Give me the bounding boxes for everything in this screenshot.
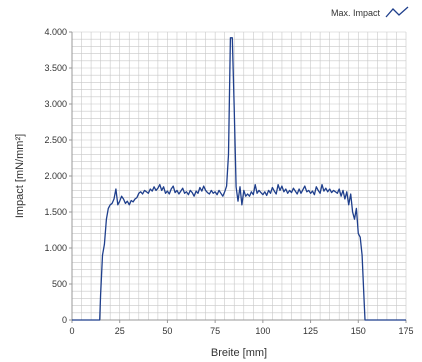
x-tick-label: 50	[162, 326, 172, 336]
series-lines	[72, 37, 406, 321]
y-tick-label: 2.000	[44, 171, 67, 181]
y-tick-label: 4.000	[44, 27, 67, 37]
x-tick-label: 150	[351, 326, 366, 336]
y-tick-label: 2.500	[44, 135, 67, 145]
x-tick-label: 100	[255, 326, 270, 336]
axes	[69, 31, 407, 323]
y-tick-label: 3.500	[44, 63, 67, 73]
tick-labels: 0 25 50 75 100 125 150 175 0 500 1.000 1.500 2.000 2.…	[44, 27, 413, 336]
zigzag-line-icon	[385, 6, 409, 18]
x-axis-title: Breite [mm]	[211, 347, 267, 359]
x-tick-label: 125	[303, 326, 318, 336]
grid	[71, 31, 407, 321]
x-tick-label: 75	[210, 326, 220, 336]
y-tick-label: 500	[52, 279, 67, 289]
y-axis-title: Impact [mN/mm²]	[14, 134, 26, 218]
series-line-max-impact	[72, 37, 406, 321]
y-tick-label: 3.000	[44, 99, 67, 109]
legend-label-max-impact: Max. Impact	[331, 8, 381, 18]
legend: Max. Impact	[331, 6, 409, 18]
y-tick-label: 1.500	[44, 207, 67, 217]
y-tick-label: 0	[62, 315, 67, 325]
x-tick-label: 175	[398, 326, 413, 336]
x-tick-label: 25	[115, 326, 125, 336]
y-tick-label: 1.000	[44, 243, 67, 253]
x-tick-label: 0	[69, 326, 74, 336]
